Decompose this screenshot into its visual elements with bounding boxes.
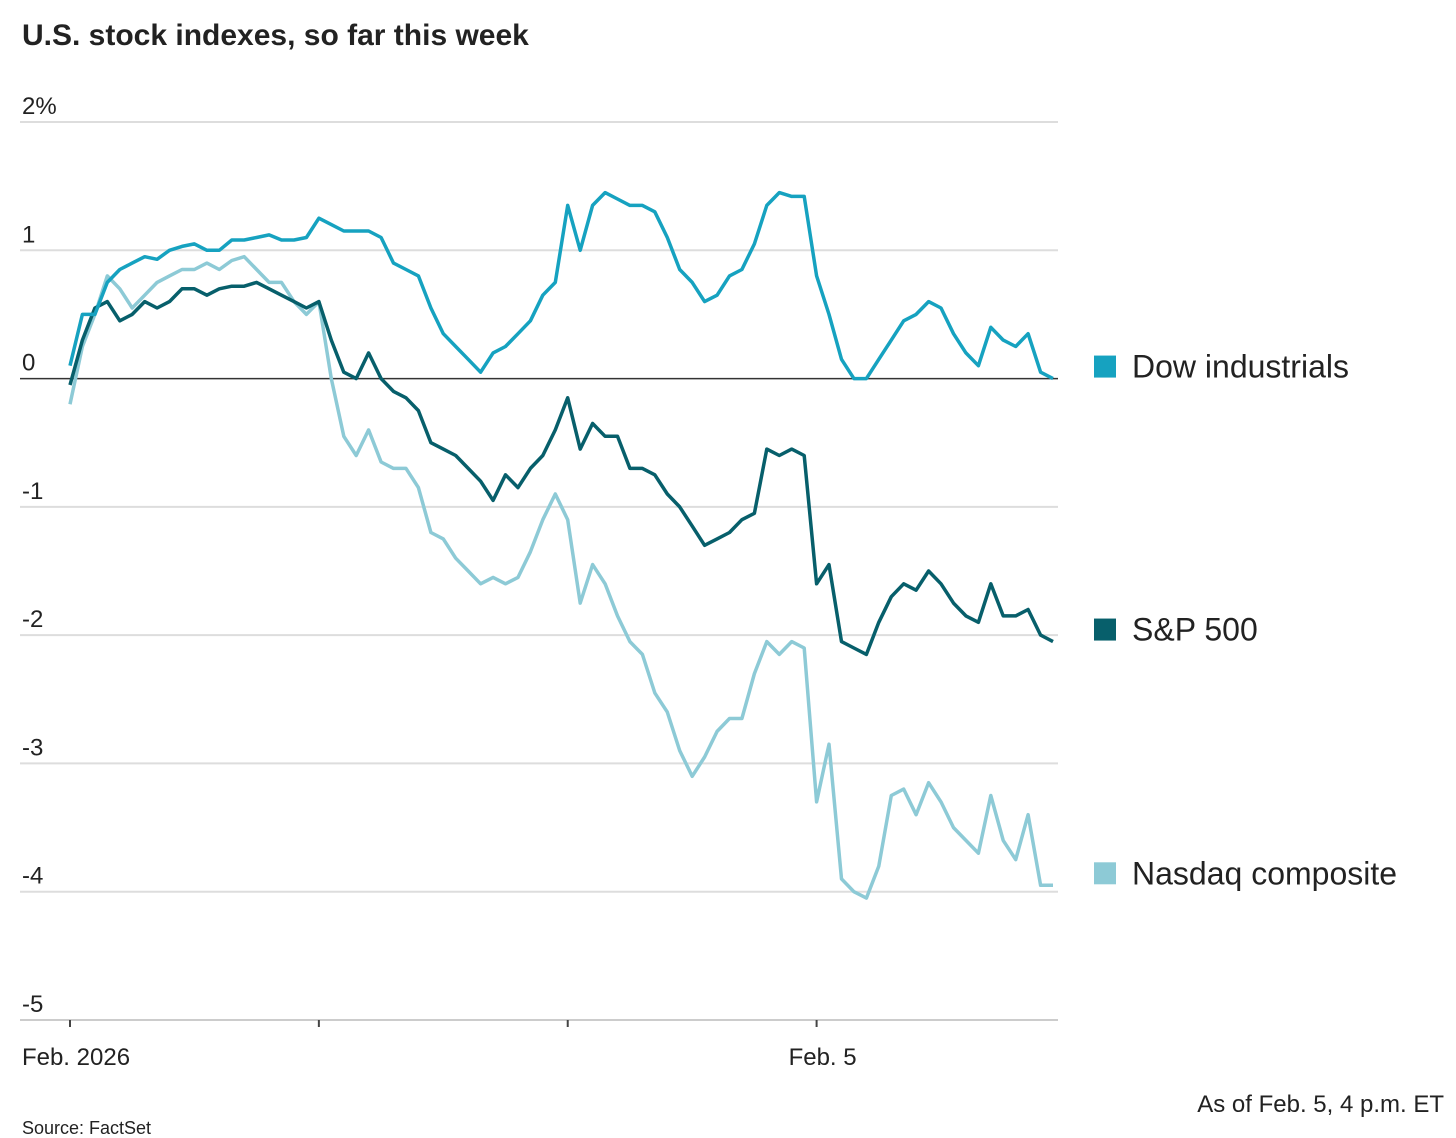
series-line xyxy=(68,254,1053,900)
legend-swatch xyxy=(1094,355,1116,378)
y-tick-label: -1 xyxy=(22,478,43,505)
legend-label: Nasdaq composite xyxy=(1132,855,1397,891)
y-tick-label: 0 xyxy=(22,350,35,377)
legend-label: Dow industrials xyxy=(1132,349,1349,385)
y-tick-label: -5 xyxy=(22,991,43,1018)
chart-title: U.S. stock indexes, so far this week xyxy=(22,19,529,52)
y-tick-label: -3 xyxy=(22,734,43,761)
note: As of Feb. 5, 4 p.m. ET xyxy=(1197,1091,1444,1118)
legend-swatch xyxy=(1094,618,1116,641)
series-line xyxy=(68,190,1054,381)
legend-label: S&P 500 xyxy=(1132,612,1258,648)
y-tick-label: -2 xyxy=(22,606,43,633)
y-tick-label: 1 xyxy=(22,221,35,248)
y-tick-label: 2% xyxy=(22,93,57,120)
y-tick-label: -4 xyxy=(22,863,43,890)
legend-swatch xyxy=(1094,862,1116,885)
series-line xyxy=(68,280,1054,657)
x-tick-label: Feb. 2026 xyxy=(22,1044,130,1071)
source: Source: FactSet xyxy=(22,1118,151,1138)
x-tick-label: Feb. 5 xyxy=(789,1044,857,1071)
